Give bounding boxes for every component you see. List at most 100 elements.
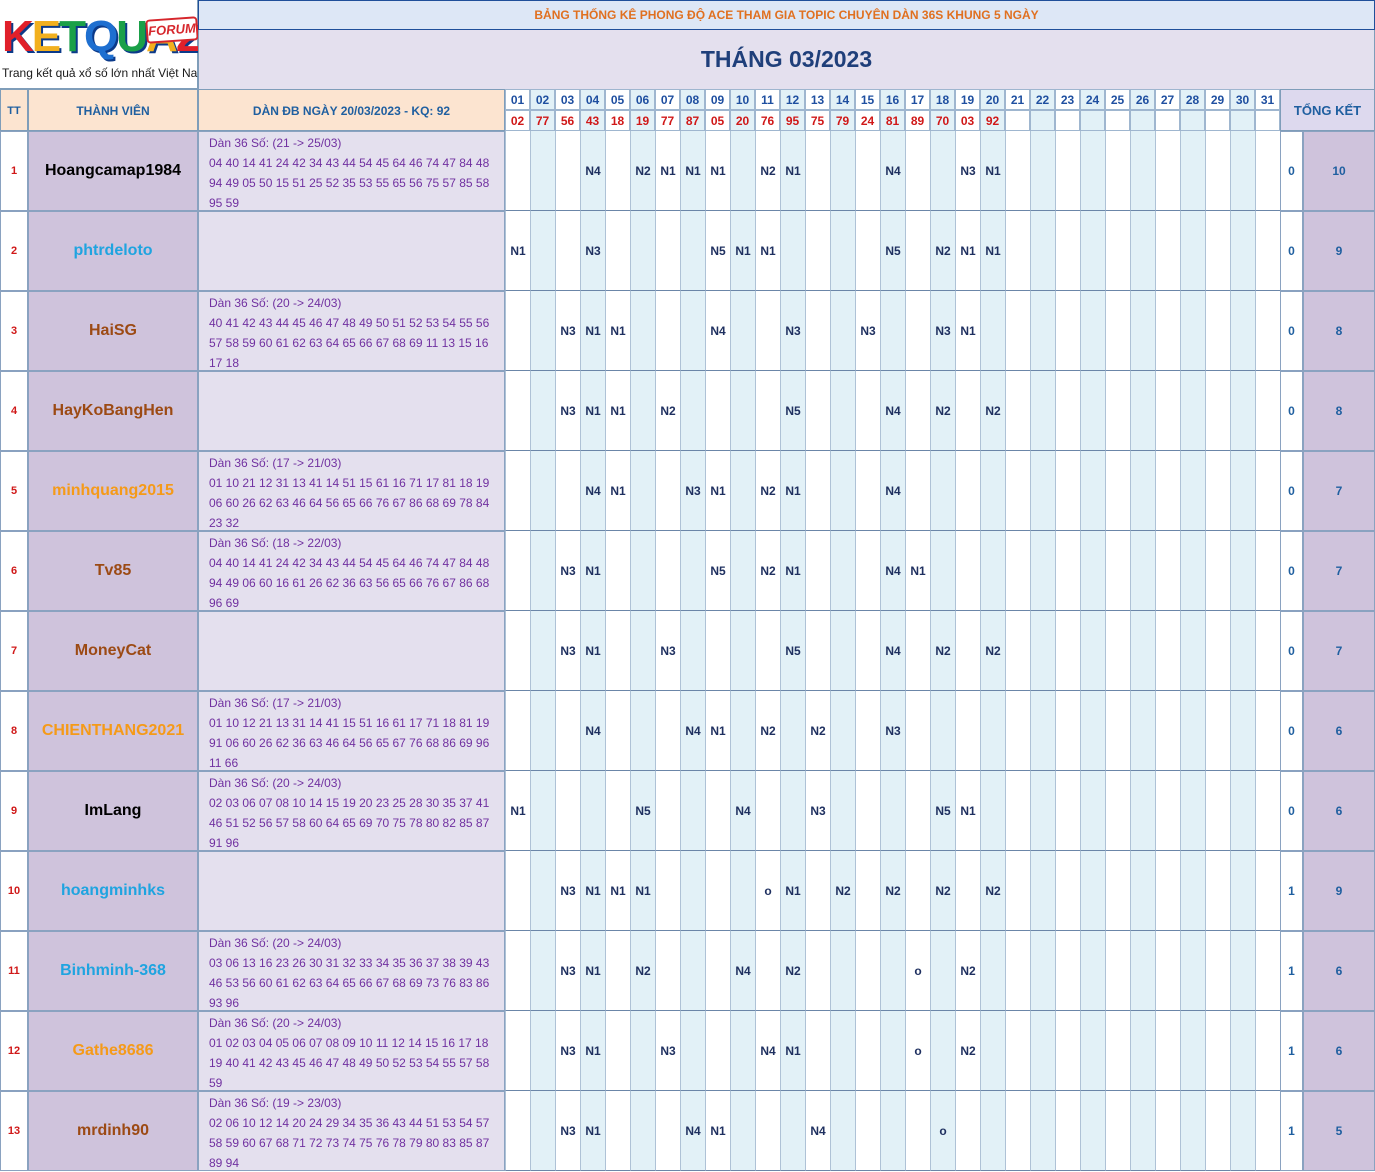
hit-cell[interactable]: N2 (630, 131, 655, 211)
day-header-18[interactable]: 18 (930, 89, 955, 110)
hit-cell[interactable] (1030, 531, 1055, 611)
hit-cell[interactable] (1030, 1091, 1055, 1171)
member-name[interactable]: MoneyCat (28, 611, 198, 691)
hit-cell[interactable]: N2 (655, 371, 680, 451)
hit-cell[interactable] (805, 1011, 830, 1091)
hit-cell[interactable] (1205, 531, 1230, 611)
hit-cell[interactable] (1080, 291, 1105, 371)
hit-cell[interactable] (1205, 611, 1230, 691)
dan-numbers[interactable]: Dàn 36 Số: (20 -> 24/03) 02 03 06 07 08 … (198, 771, 505, 851)
hit-cell[interactable] (1180, 611, 1205, 691)
hit-cell[interactable]: N4 (730, 771, 755, 851)
member-name[interactable]: HaiSG (28, 291, 198, 371)
hit-cell[interactable]: o (905, 931, 930, 1011)
hit-cell[interactable] (655, 851, 680, 931)
hit-cell[interactable] (630, 691, 655, 771)
hit-cell[interactable] (805, 931, 830, 1011)
hit-cell[interactable]: N1 (705, 131, 730, 211)
hit-cell[interactable] (705, 931, 730, 1011)
hit-cell[interactable] (1080, 1011, 1105, 1091)
hit-cell[interactable] (705, 851, 730, 931)
hit-cell[interactable] (855, 1091, 880, 1171)
hit-cell[interactable] (755, 1091, 780, 1171)
hit-cell[interactable] (830, 1091, 855, 1171)
hit-cell[interactable] (905, 691, 930, 771)
hit-cell[interactable] (1230, 131, 1255, 211)
hit-cell[interactable] (1155, 451, 1180, 531)
hit-cell[interactable]: N4 (730, 931, 755, 1011)
dan-numbers[interactable] (198, 211, 505, 291)
hit-cell[interactable] (1255, 291, 1280, 371)
header-total[interactable]: TỔNG KẾT (1280, 89, 1375, 131)
hit-cell[interactable]: N1 (980, 211, 1005, 291)
hit-cell[interactable] (1130, 531, 1155, 611)
hit-cell[interactable]: N1 (780, 531, 805, 611)
hit-cell[interactable]: N3 (555, 1091, 580, 1171)
member-name[interactable]: Binhminh-368 (28, 931, 198, 1011)
hit-cell[interactable]: o (755, 851, 780, 931)
hit-cell[interactable] (980, 291, 1005, 371)
hit-cell[interactable] (1080, 371, 1105, 451)
hit-cell[interactable] (630, 1091, 655, 1171)
hit-cell[interactable]: N2 (930, 611, 955, 691)
hit-cell[interactable]: N2 (955, 931, 980, 1011)
hit-cell[interactable] (1155, 611, 1180, 691)
hit-cell[interactable] (830, 691, 855, 771)
day-header-01[interactable]: 01 (505, 89, 530, 110)
hit-cell[interactable]: N1 (605, 451, 630, 531)
member-name[interactable]: Tv85 (28, 531, 198, 611)
hit-cell[interactable] (1130, 291, 1155, 371)
hit-cell[interactable]: N4 (880, 611, 905, 691)
hit-cell[interactable] (1205, 1011, 1230, 1091)
hit-cell[interactable] (505, 451, 530, 531)
hit-cell[interactable] (1130, 371, 1155, 451)
dan-numbers[interactable]: Dàn 36 Số: (17 -> 21/03) 01 10 12 21 13 … (198, 691, 505, 771)
day-header-02[interactable]: 02 (530, 89, 555, 110)
hit-cell[interactable] (1080, 691, 1105, 771)
hit-cell[interactable] (680, 931, 705, 1011)
hit-cell[interactable] (1255, 691, 1280, 771)
hit-cell[interactable] (1030, 691, 1055, 771)
hit-cell[interactable] (680, 291, 705, 371)
hit-cell[interactable] (755, 611, 780, 691)
hit-cell[interactable] (680, 611, 705, 691)
hit-cell[interactable] (1130, 851, 1155, 931)
header-dan[interactable]: DÀN ĐB NGÀY 20/03/2023 - KQ: 92 (198, 89, 505, 131)
hit-cell[interactable] (905, 451, 930, 531)
hit-cell[interactable]: N4 (680, 1091, 705, 1171)
hit-cell[interactable]: N1 (580, 1011, 605, 1091)
hit-cell[interactable]: N3 (780, 291, 805, 371)
hit-cell[interactable] (955, 691, 980, 771)
hit-cell[interactable] (605, 1091, 630, 1171)
hit-cell[interactable]: N1 (580, 371, 605, 451)
day-header-30[interactable]: 30 (1230, 89, 1255, 110)
hit-cell[interactable] (630, 371, 655, 451)
hit-cell[interactable] (1105, 931, 1130, 1011)
hit-cell[interactable] (530, 1091, 555, 1171)
hit-cell[interactable] (830, 291, 855, 371)
hit-cell[interactable] (530, 851, 555, 931)
hit-cell[interactable] (755, 771, 780, 851)
hit-cell[interactable]: N3 (555, 1011, 580, 1091)
member-name[interactable]: hoangminhks (28, 851, 198, 931)
day-header-20[interactable]: 20 (980, 89, 1005, 110)
day-header-16[interactable]: 16 (880, 89, 905, 110)
hit-cell[interactable] (680, 771, 705, 851)
hit-cell[interactable] (830, 371, 855, 451)
dan-numbers[interactable] (198, 371, 505, 451)
hit-cell[interactable] (905, 611, 930, 691)
hit-cell[interactable] (905, 1091, 930, 1171)
hit-cell[interactable]: N5 (930, 771, 955, 851)
hit-cell[interactable] (1055, 931, 1080, 1011)
hit-cell[interactable] (1205, 931, 1230, 1011)
hit-cell[interactable] (955, 611, 980, 691)
hit-cell[interactable] (1180, 691, 1205, 771)
hit-cell[interactable] (505, 371, 530, 451)
hit-cell[interactable]: N1 (955, 211, 980, 291)
hit-cell[interactable] (755, 931, 780, 1011)
hit-cell[interactable]: N3 (555, 531, 580, 611)
hit-cell[interactable]: N1 (605, 291, 630, 371)
hit-cell[interactable] (1205, 851, 1230, 931)
hit-cell[interactable] (1230, 291, 1255, 371)
member-name[interactable]: minhquang2015 (28, 451, 198, 531)
